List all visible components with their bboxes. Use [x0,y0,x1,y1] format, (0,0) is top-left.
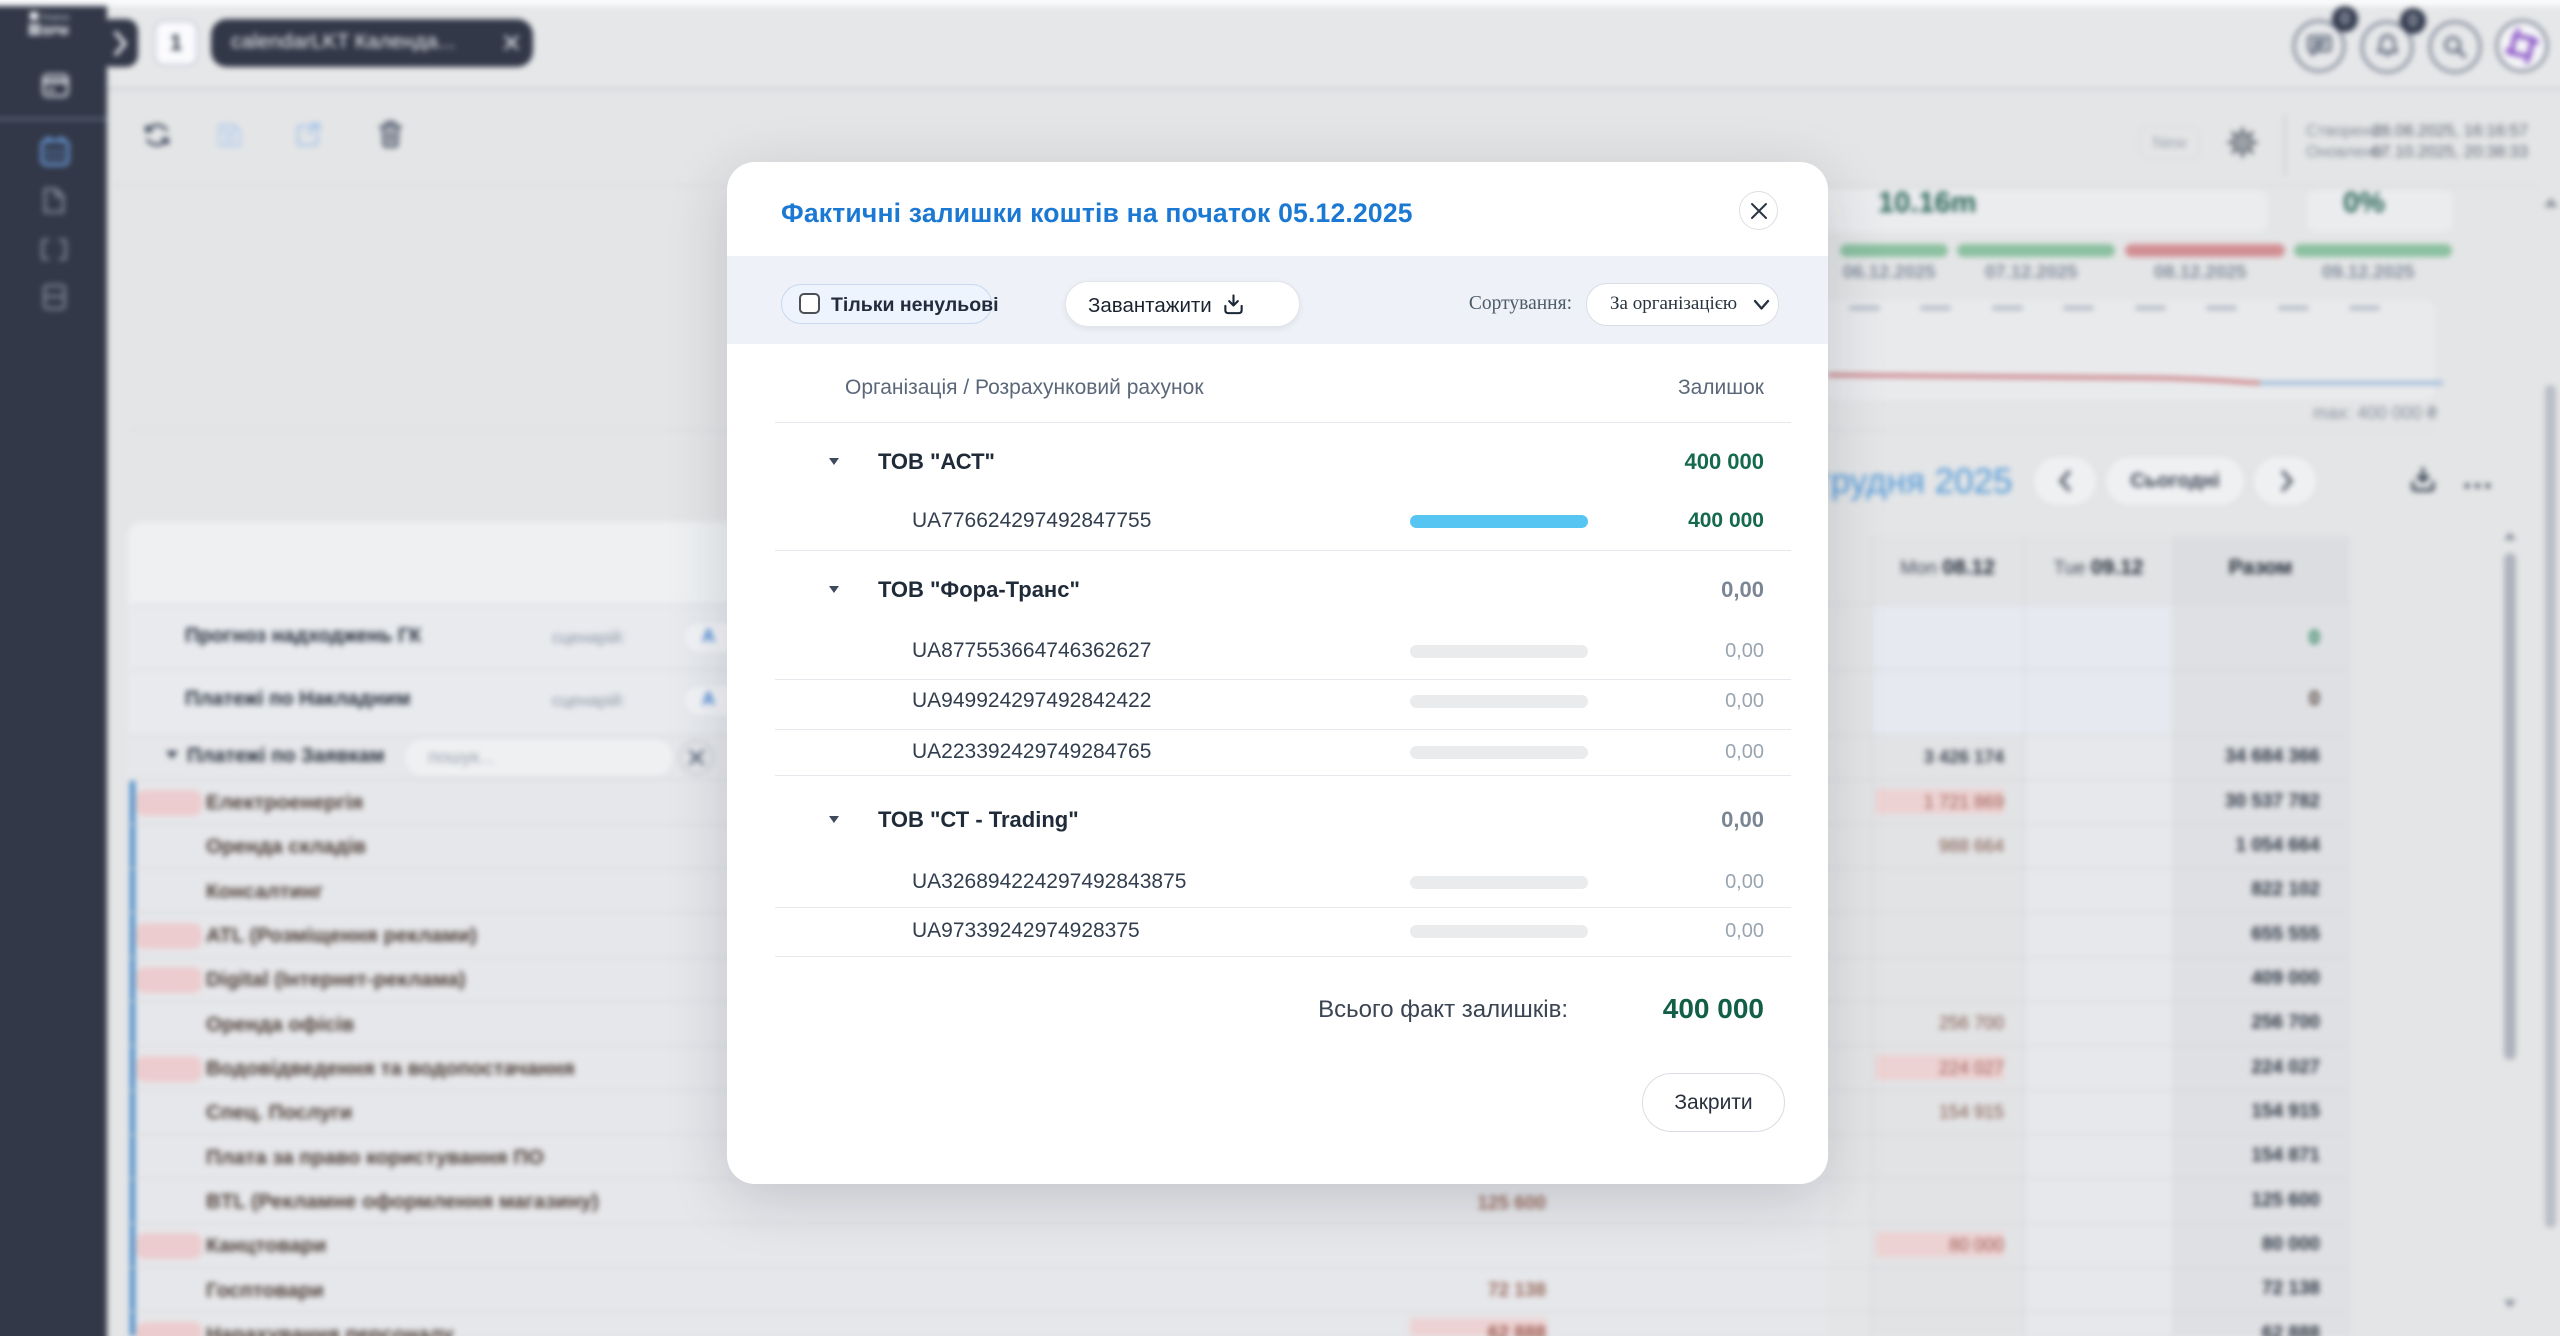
svg-text:Finance: Finance [41,13,70,22]
svg-text:BPM: BPM [42,24,69,37]
